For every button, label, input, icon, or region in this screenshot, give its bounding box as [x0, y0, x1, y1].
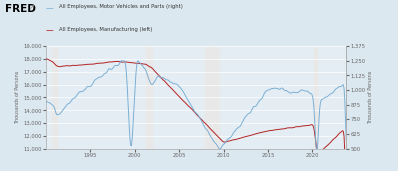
- Text: All Employees, Manufacturing (left): All Employees, Manufacturing (left): [59, 27, 152, 31]
- Text: —: —: [46, 27, 53, 36]
- Bar: [146, 46, 152, 149]
- Bar: [53, 46, 57, 149]
- Text: FRED: FRED: [5, 4, 36, 14]
- Text: —: —: [46, 4, 53, 13]
- Bar: [314, 46, 317, 149]
- Text: All Employees, Motor Vehicles and Parts (right): All Employees, Motor Vehicles and Parts …: [59, 4, 182, 9]
- Bar: [205, 46, 219, 149]
- Y-axis label: Thousands of Persons: Thousands of Persons: [368, 71, 373, 124]
- Text: ↗: ↗: [29, 4, 35, 10]
- Y-axis label: Thousands of Persons: Thousands of Persons: [16, 71, 20, 124]
